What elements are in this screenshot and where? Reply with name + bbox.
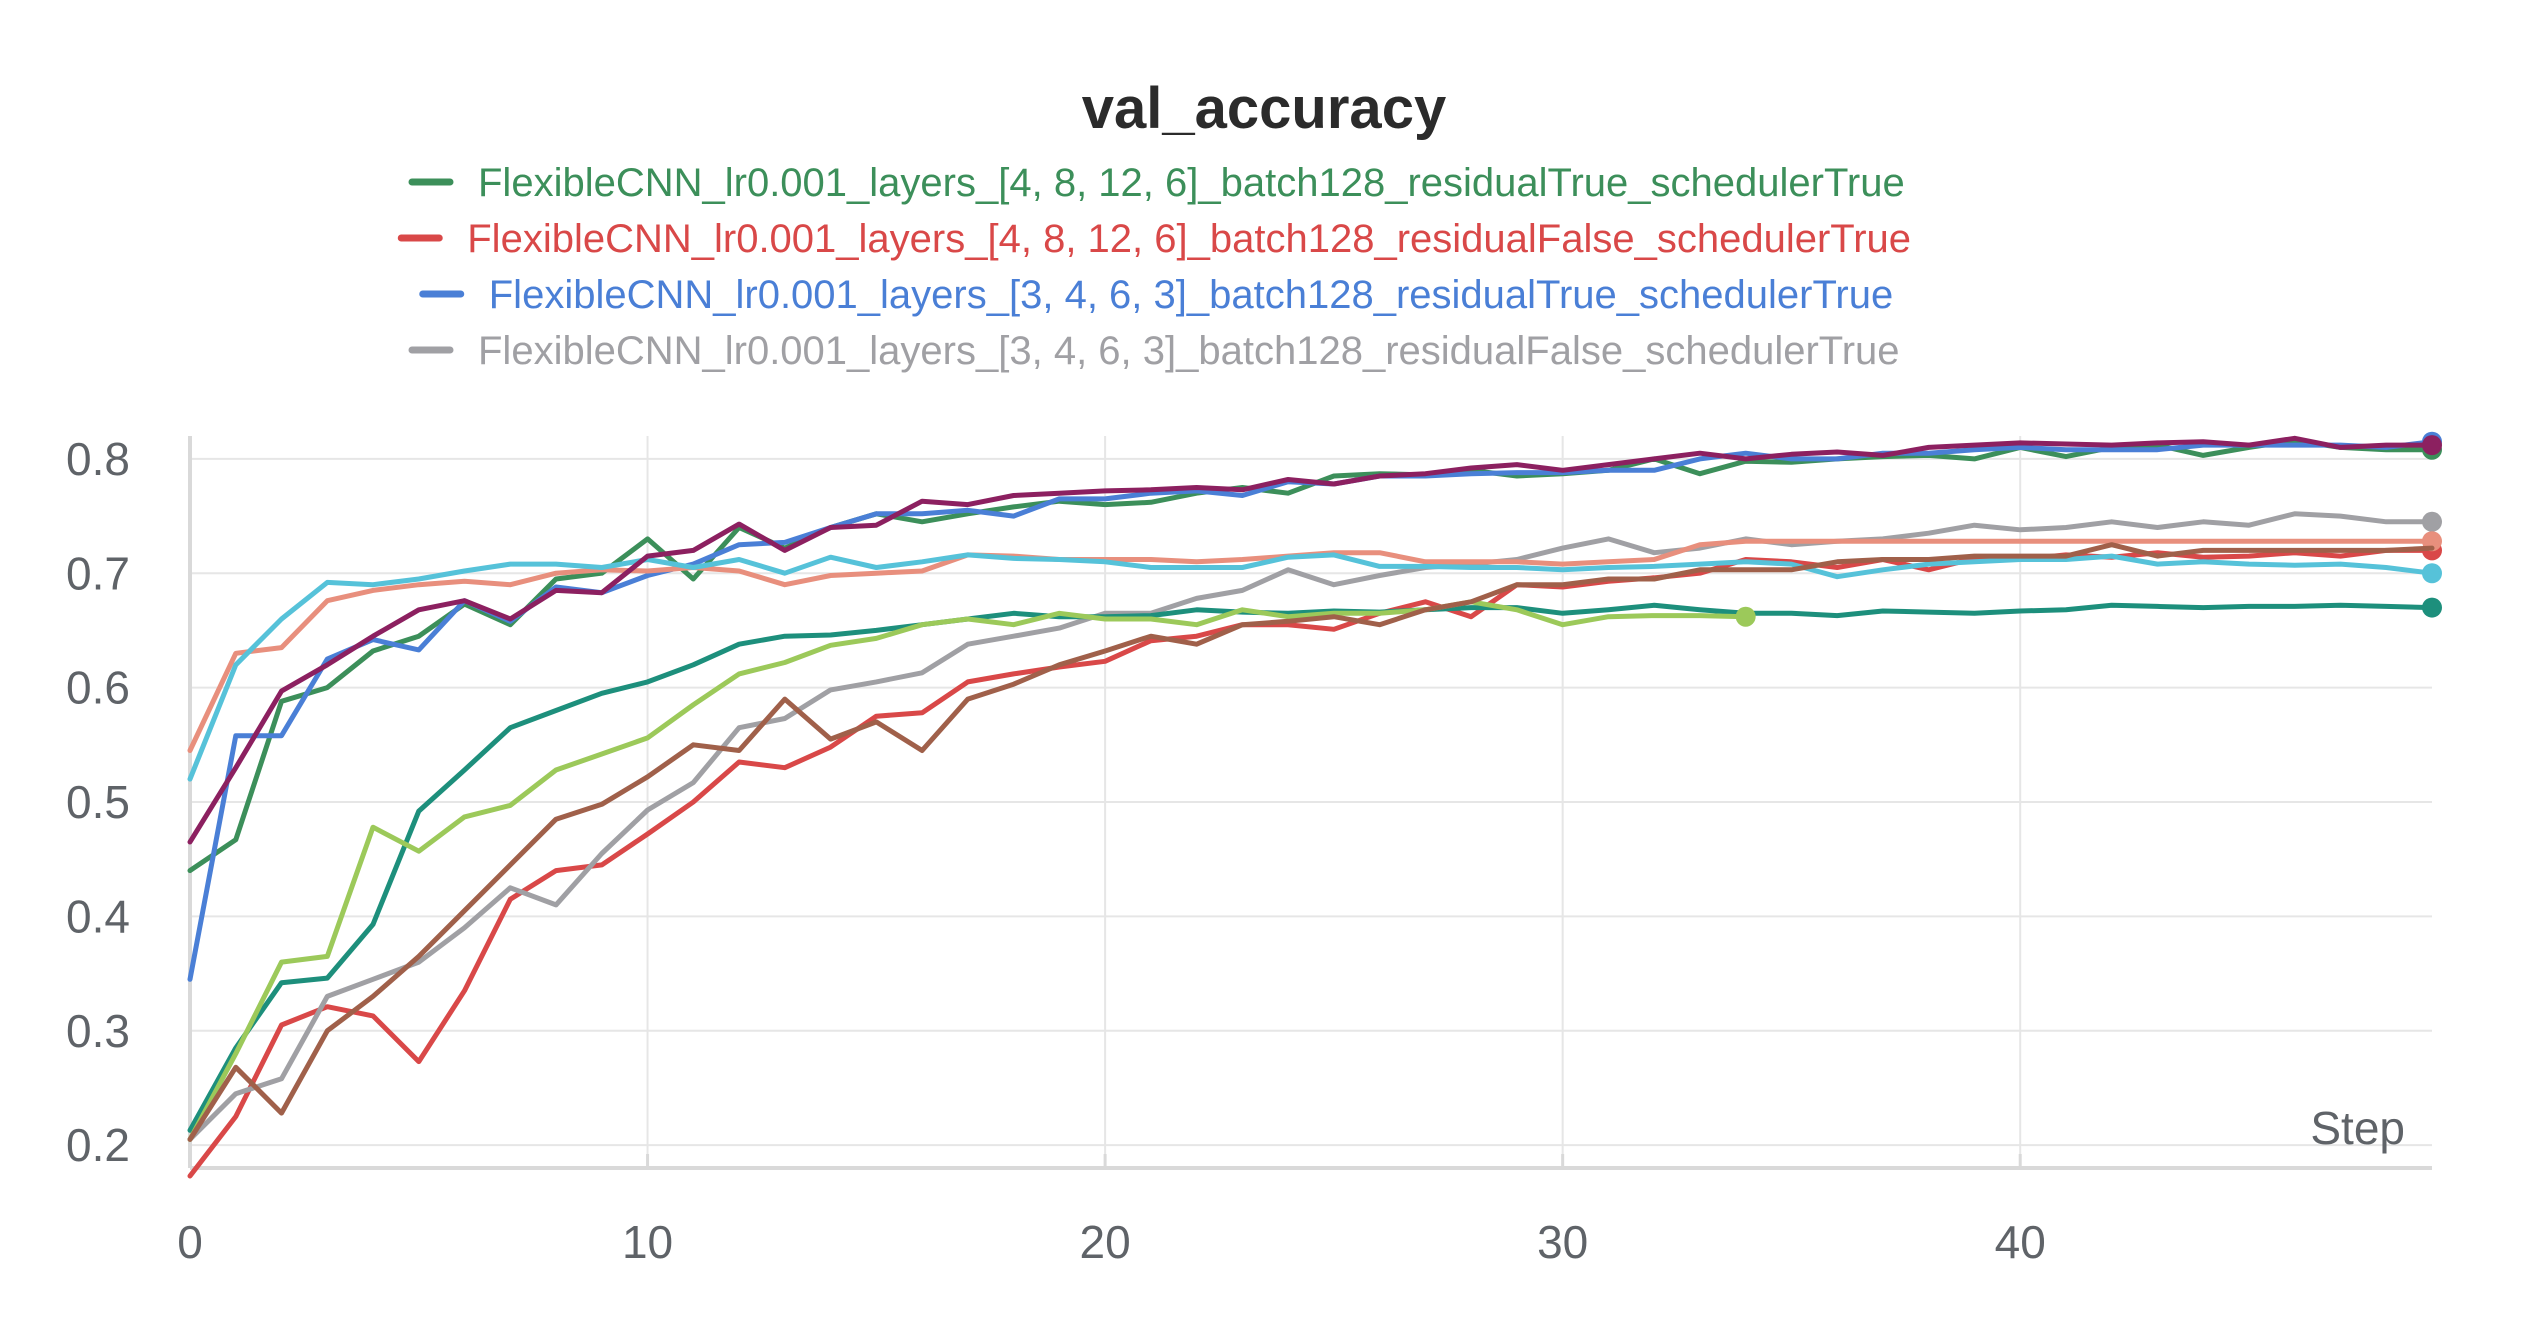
series-line	[187, 552, 2435, 782]
legend-item[interactable]: FlexibleCNN_lr0.001_layers_[3, 4, 6, 3]_…	[419, 273, 1894, 317]
x-tick-label: 40	[1995, 1216, 2046, 1268]
legend-label: FlexibleCNN_lr0.001_layers_[3, 4, 6, 3]_…	[478, 329, 1900, 373]
series-line	[187, 542, 2435, 1142]
series-line	[187, 511, 2435, 1142]
x-tick-label: 0	[177, 1216, 203, 1268]
series-line	[187, 438, 2435, 874]
legend-label: FlexibleCNN_lr0.001_layers_[4, 8, 12, 6]…	[478, 161, 1905, 205]
series-end-marker	[2422, 563, 2442, 584]
series-line	[187, 602, 2435, 1133]
x-tick-label: 10	[622, 1216, 673, 1268]
legend-item[interactable]: FlexibleCNN_lr0.001_layers_[4, 8, 12, 6]…	[408, 161, 1905, 205]
y-tick-label: 0.5	[66, 776, 130, 828]
series-end-marker	[2422, 511, 2442, 532]
y-axis-ticks: 0.2 0.3 0.4 0.5 0.6 0.7 0.8	[66, 433, 130, 1171]
y-tick-label: 0.6	[66, 662, 130, 714]
y-tick-label: 0.2	[66, 1119, 130, 1171]
legend-label: FlexibleCNN_lr0.001_layers_[3, 4, 6, 3]_…	[489, 273, 1894, 317]
legend-label: FlexibleCNN_lr0.001_layers_[4, 8, 12, 6]…	[467, 217, 1911, 261]
series-end-marker	[2422, 597, 2442, 618]
series-end-marker	[1735, 606, 1756, 627]
legend-item[interactable]: FlexibleCNN_lr0.001_layers_[3, 4, 6, 3]_…	[408, 329, 1900, 373]
x-tick-label: 20	[1080, 1216, 1131, 1268]
chart-title: val_accuracy	[1082, 76, 1446, 141]
series-end-marker	[2422, 435, 2442, 456]
y-tick-label: 0.4	[66, 890, 130, 942]
y-tick-label: 0.7	[66, 547, 130, 599]
series-group	[187, 431, 2442, 1179]
x-axis-label: Step	[2310, 1102, 2405, 1154]
legend-item[interactable]: FlexibleCNN_lr0.001_layers_[4, 8, 12, 6]…	[397, 217, 1911, 261]
series-line	[187, 599, 1749, 1142]
x-tick-label: 30	[1537, 1216, 1588, 1268]
x-axis-ticks: 0 10 20 30 40	[177, 1154, 2046, 1268]
grid	[190, 436, 2432, 1168]
series-line	[187, 547, 2435, 1179]
y-tick-label: 0.3	[66, 1005, 130, 1057]
legend: FlexibleCNN_lr0.001_layers_[4, 8, 12, 6]…	[397, 161, 1911, 373]
y-tick-label: 0.8	[66, 433, 130, 485]
series-line	[187, 435, 2435, 845]
